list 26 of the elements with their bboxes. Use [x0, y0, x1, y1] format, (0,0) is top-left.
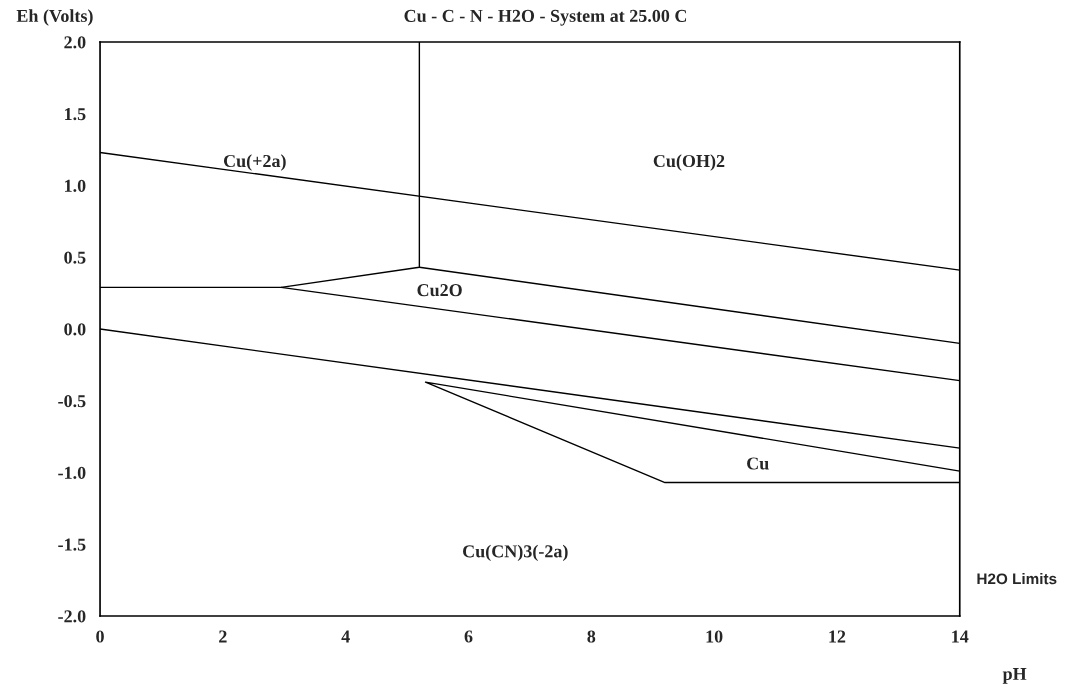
annotation: Cu(OH)2: [653, 154, 725, 171]
x-tick-label: 6: [464, 630, 473, 643]
x-tick-label: 8: [587, 630, 596, 643]
y-axis-title: Eh (Volts): [16, 9, 93, 26]
y-tick-label: 1.0: [65, 179, 86, 193]
annotation: Cu2O: [417, 284, 462, 297]
x-axis-title: pH: [1002, 668, 1027, 684]
y-tick-label: 1.5: [65, 108, 86, 121]
y-tick-label: -1.0: [58, 466, 86, 480]
y-tick-label: 2.0: [64, 36, 86, 49]
chart-title: Cu - C - N - H2O - System at 25.00 C: [404, 9, 687, 26]
x-tick-label: 12: [829, 630, 846, 643]
x-tick-label: 10: [706, 630, 723, 643]
annotation: Cu(CN)3(-2a): [463, 544, 568, 562]
y-tick-label: -2.0: [58, 610, 86, 623]
x-tick-label: 14: [952, 630, 969, 643]
y-tick-label: 0.5: [64, 251, 86, 264]
y-tick-label: -1.5: [58, 538, 86, 551]
x-tick-label: 4: [341, 630, 350, 643]
y-tick-label: -0.5: [58, 395, 86, 408]
x-tick-label: 2: [219, 630, 227, 643]
annotation: Cu: [747, 457, 769, 470]
text: H2O Limits: [977, 573, 1057, 585]
x-tick-label: 0: [96, 630, 104, 643]
annotation: Cu(+2a): [223, 154, 286, 171]
y-tick-label: 0.0: [64, 323, 86, 336]
